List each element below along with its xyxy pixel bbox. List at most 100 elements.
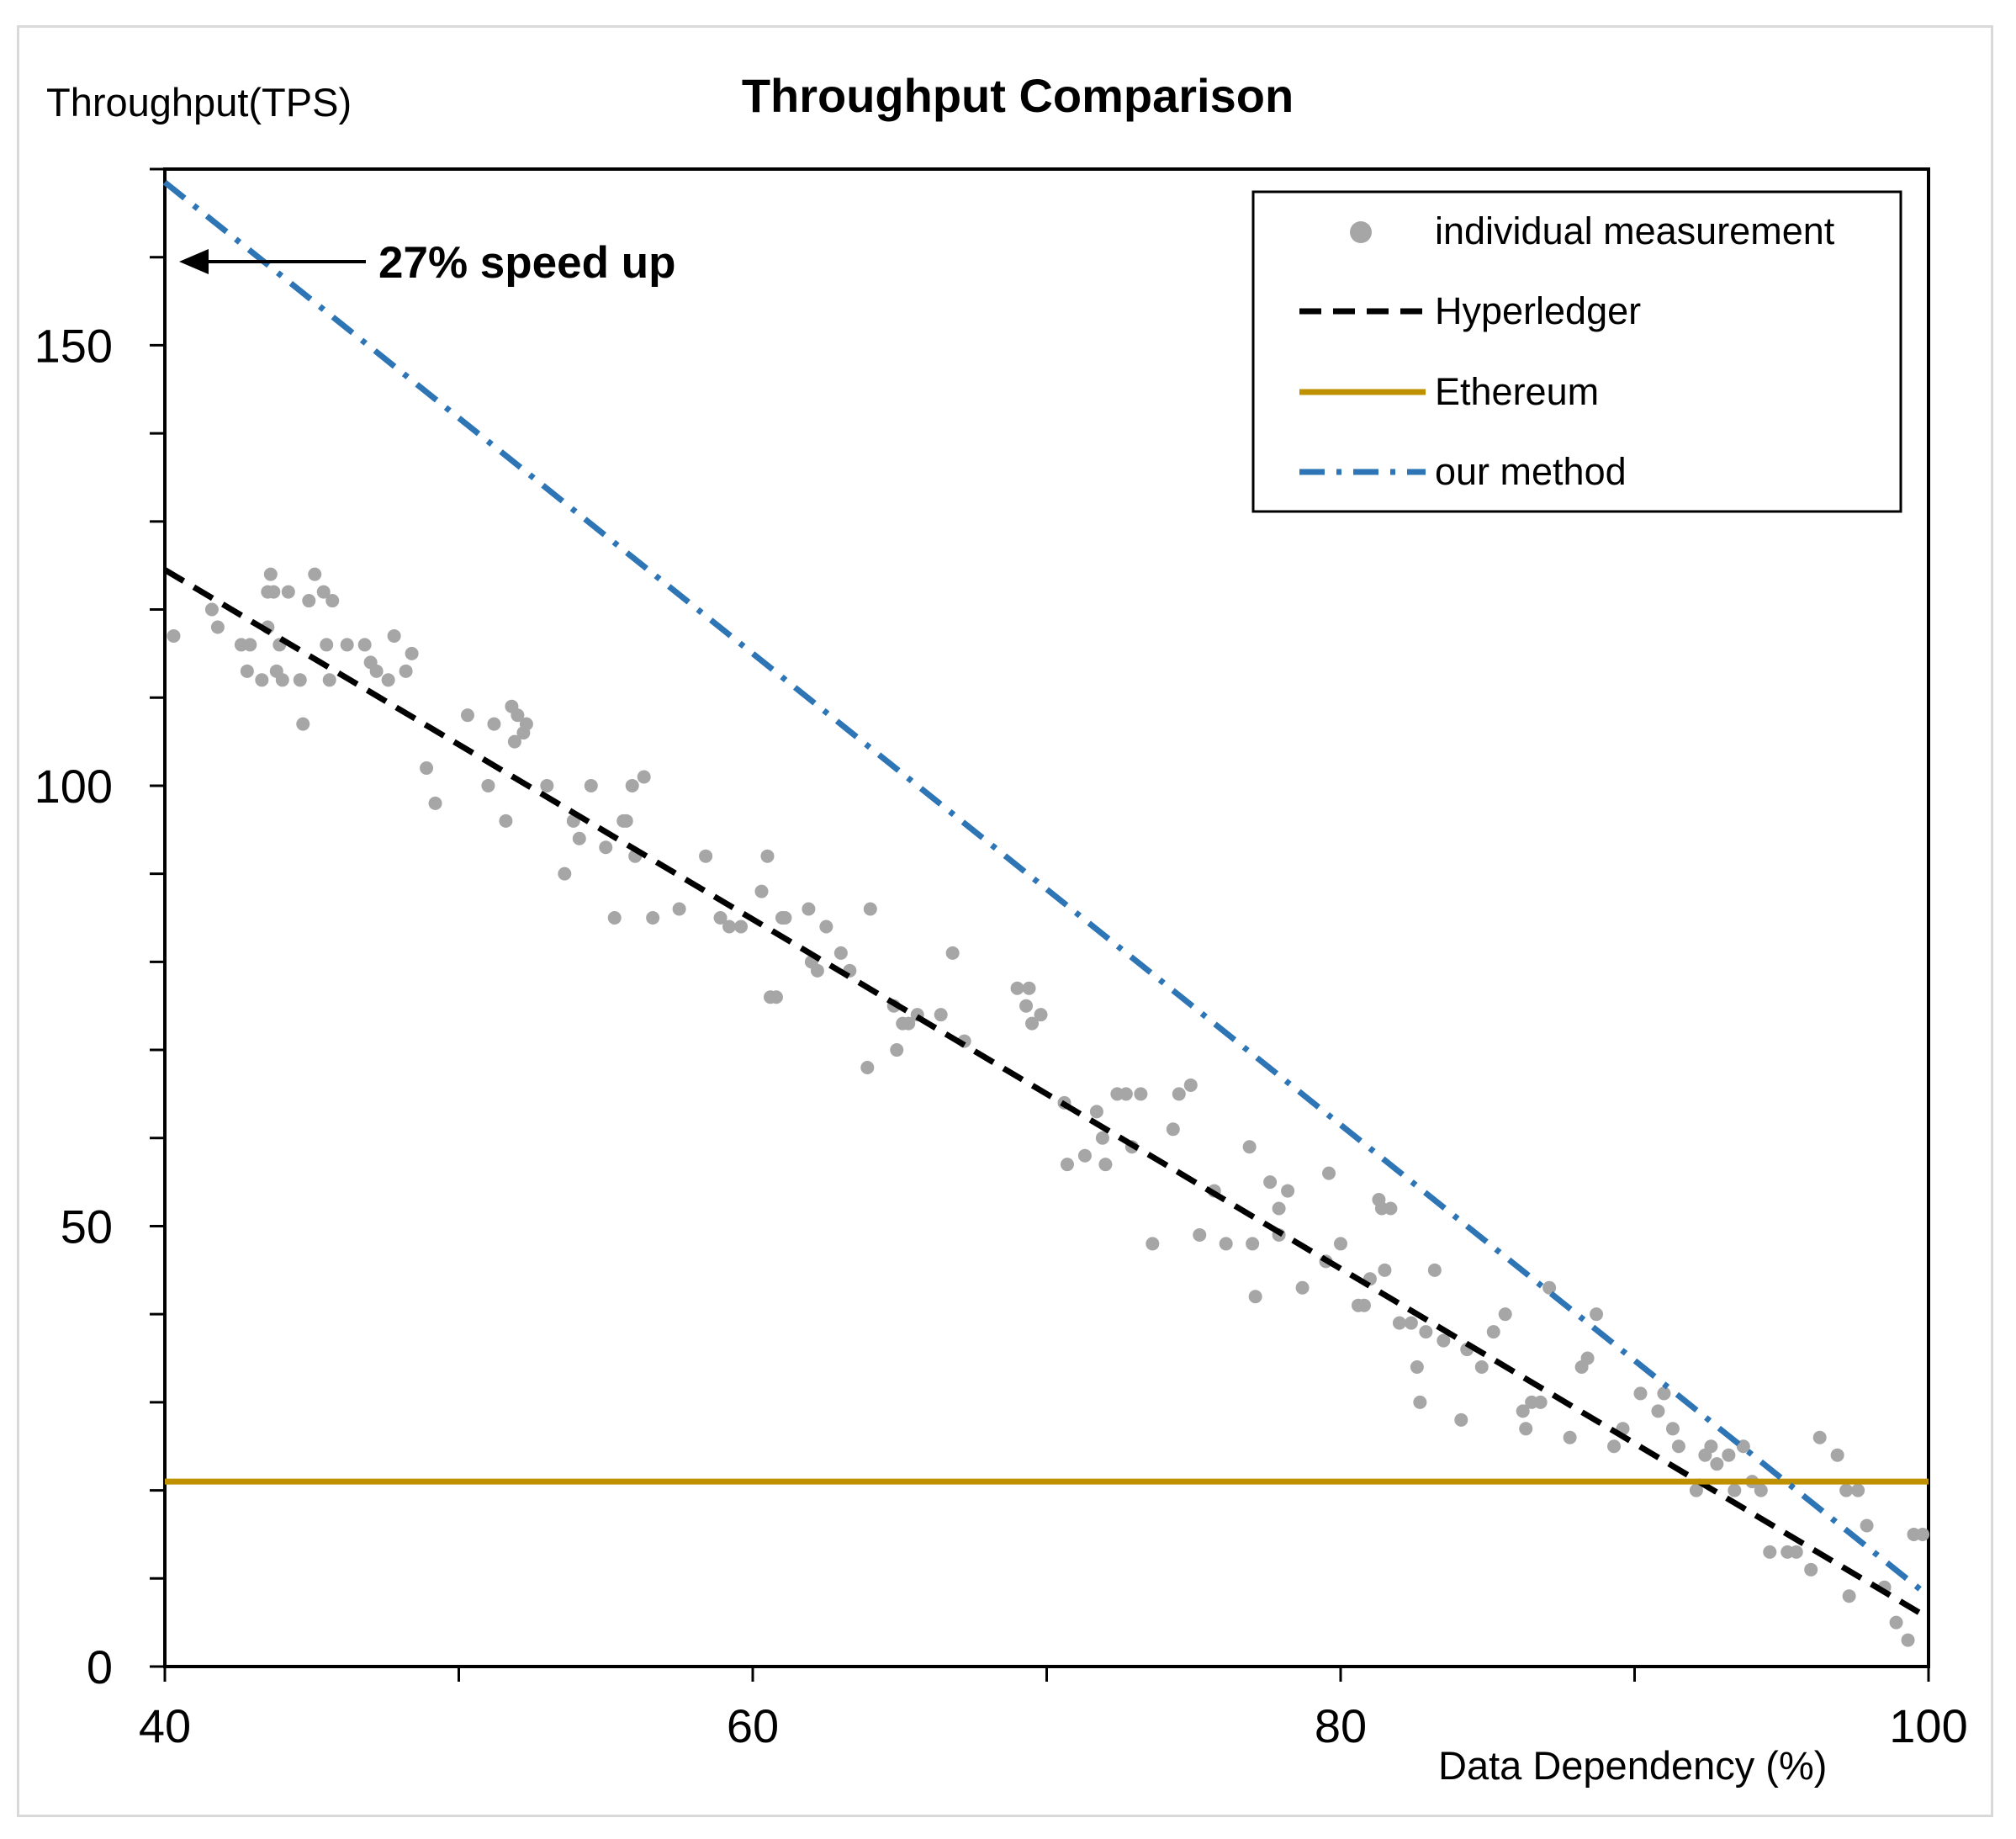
measurement-point <box>340 638 354 652</box>
y-tick-label: 100 <box>34 760 113 813</box>
measurement-point <box>1889 1615 1903 1630</box>
measurement-point <box>1689 1483 1703 1497</box>
measurement-point <box>1710 1457 1724 1471</box>
measurement-point <box>584 778 598 792</box>
measurement-point <box>1410 1360 1424 1374</box>
measurement-point <box>1281 1184 1295 1198</box>
measurement-point <box>405 646 419 660</box>
measurement-point <box>558 867 572 881</box>
measurement-point <box>519 717 533 731</box>
x-tick-label: 100 <box>1889 1699 1967 1752</box>
measurement-point <box>1633 1386 1648 1401</box>
y-tick-label: 0 <box>87 1640 113 1693</box>
measurement-point <box>1651 1404 1665 1418</box>
measurement-point <box>1704 1439 1718 1454</box>
measurement-point <box>599 840 613 855</box>
measurement-point <box>1172 1087 1186 1101</box>
measurement-point <box>802 902 816 916</box>
measurement-point <box>511 708 525 723</box>
y-tick-label: 150 <box>34 319 113 372</box>
measurement-point <box>1384 1201 1398 1216</box>
measurement-point <box>316 585 331 599</box>
measurement-point <box>357 638 372 652</box>
measurement-point <box>1901 1633 1915 1647</box>
measurement-point <box>487 717 501 731</box>
measurement-point <box>1404 1316 1418 1330</box>
measurement-point <box>281 585 295 599</box>
measurement-point <box>1474 1360 1489 1374</box>
measurement-point <box>322 673 336 687</box>
measurement-point <box>646 911 660 925</box>
measurement-point <box>1830 1448 1844 1462</box>
measurement-point <box>428 796 442 810</box>
measurement-point <box>1166 1122 1180 1137</box>
measurement-point <box>1025 1016 1040 1031</box>
measurement-point <box>1295 1280 1310 1295</box>
measurement-point <box>167 628 181 643</box>
measurement-point <box>420 761 434 775</box>
measurement-point <box>1219 1237 1233 1251</box>
measurement-point <box>1334 1237 1347 1251</box>
y-axis-label: Throughput(TPS) <box>46 80 352 125</box>
measurement-point <box>1736 1439 1750 1454</box>
chart-title: Throughput Comparison <box>742 69 1294 122</box>
measurement-point <box>275 673 289 687</box>
measurement-point <box>1754 1483 1768 1497</box>
measurement-point <box>1563 1430 1577 1444</box>
measurement-point <box>625 778 639 792</box>
measurement-point <box>1580 1351 1595 1365</box>
measurement-point <box>833 946 848 960</box>
measurement-point <box>399 664 413 678</box>
measurement-point <box>320 638 334 652</box>
measurement-point <box>672 902 686 916</box>
measurement-point <box>267 585 281 599</box>
measurement-point <box>863 902 877 916</box>
measurement-point <box>607 911 622 925</box>
measurement-point <box>1146 1237 1160 1251</box>
measurement-point <box>387 628 401 643</box>
measurement-point <box>890 1043 904 1057</box>
measurement-point <box>1486 1325 1500 1339</box>
measurement-point <box>945 946 960 960</box>
measurement-point <box>1248 1290 1262 1304</box>
measurement-point <box>240 664 254 678</box>
measurement-point <box>1916 1527 1930 1541</box>
x-tick-label: 60 <box>727 1699 779 1752</box>
measurement-point <box>1842 1589 1856 1603</box>
measurement-point <box>1022 981 1036 995</box>
x-axis-label: Data Dependency (%) <box>1438 1743 1827 1788</box>
x-tick-label: 80 <box>1315 1699 1367 1752</box>
legend-label-measurement: individual measurement <box>1435 209 1835 252</box>
measurement-point <box>296 717 310 731</box>
measurement-point <box>1542 1280 1557 1295</box>
measurement-point <box>540 778 554 792</box>
measurement-point <box>1498 1307 1512 1322</box>
measurement-point <box>1010 981 1024 995</box>
measurement-point <box>1134 1087 1148 1101</box>
measurement-point <box>1519 1422 1533 1436</box>
x-tick-label: 40 <box>139 1699 191 1752</box>
measurement-point <box>934 1008 948 1022</box>
measurement-point <box>1413 1395 1427 1409</box>
measurement-point <box>1533 1395 1548 1409</box>
measurement-point <box>1098 1158 1113 1172</box>
measurement-point <box>1437 1333 1451 1348</box>
measurement-point <box>1657 1386 1671 1401</box>
measurement-point <box>1019 999 1034 1013</box>
series-line-hyperledger <box>163 567 1930 1621</box>
scatter-points <box>167 567 1930 1647</box>
measurement-point <box>619 814 633 828</box>
measurement-point <box>1060 1158 1074 1172</box>
tick-labels: 0 50 100 150 40 60 80 100 <box>34 319 1968 1752</box>
measurement-point <box>1789 1545 1803 1559</box>
measurement-point <box>210 620 225 634</box>
annotation-text: 27% speed up <box>378 238 675 288</box>
measurement-point <box>1263 1175 1278 1190</box>
measurement-point <box>769 990 783 1004</box>
measurement-point <box>507 734 521 749</box>
measurement-point <box>1812 1430 1827 1444</box>
measurement-point <box>754 884 769 898</box>
measurement-point <box>1322 1166 1336 1180</box>
measurement-point <box>1728 1483 1742 1497</box>
